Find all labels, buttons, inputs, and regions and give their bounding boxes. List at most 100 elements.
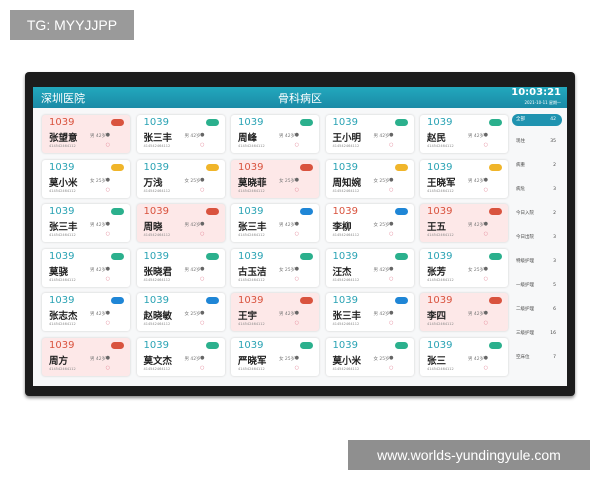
bed-card[interactable]: 1039 周方 男 42岁 414542464112 ● ○ [42, 337, 130, 376]
care-level-badge [300, 119, 313, 126]
patient-gender-age: 男 42岁 [373, 267, 390, 273]
nurse-icon: ○ [389, 142, 394, 148]
bed-card[interactable]: 1039 莫骁 男 42岁 414542464112 ● ○ [42, 248, 130, 287]
nurse-icon: ○ [200, 142, 205, 148]
patient-gender-age: 男 42岁 [184, 356, 201, 362]
nurse-icon: ○ [294, 364, 299, 371]
bed-card[interactable]: 1039 王宇 男 42岁 414542464112 ● ○ [231, 293, 319, 331]
bed-card[interactable]: 1039 赵民 男 42岁 414542464112 ● ○ [420, 115, 508, 153]
filter-item[interactable]: 全部 42 [512, 114, 562, 126]
bed-card[interactable]: 1039 王五 男 42岁 414542464112 ● ○ [420, 204, 508, 242]
patient-name: 张望意 [49, 133, 78, 144]
doctor-icon: ● [483, 265, 488, 272]
patient-name: 莫小米 [49, 177, 78, 189]
patient-gender-age: 女 25岁 [279, 356, 296, 362]
bed-card[interactable]: 1039 莫晓菲 女 25岁 414542464112 ● ○ [231, 159, 319, 198]
nurse-icon: ○ [105, 275, 110, 282]
filter-item[interactable]: 今日出院 3 [512, 232, 562, 256]
nurse-icon: ○ [105, 186, 110, 193]
filter-item[interactable]: 一级护理 5 [512, 280, 562, 304]
filter-count: 6 [553, 307, 556, 312]
bed-number: 1039 [238, 250, 264, 262]
patient-id: 414542464112 [332, 188, 360, 193]
patient-id: 414542464112 [427, 366, 454, 371]
bed-card[interactable]: 1039 张三丰 男 42岁 414542464112 ● ○ [325, 293, 414, 331]
nurse-icon: ○ [389, 231, 394, 237]
filter-item[interactable]: 病重 2 [512, 160, 562, 184]
bed-card[interactable]: 1039 张三丰 男 42岁 414542464112 ● ○ [42, 204, 130, 242]
nurse-icon: ○ [105, 142, 110, 148]
patient-id: 414542464112 [332, 322, 360, 326]
patient-gender-age: 女 25岁 [90, 178, 107, 184]
patient-id: 414542464112 [332, 366, 360, 371]
bed-card[interactable]: 1039 王晓军 男 42岁 414542464112 ● ○ [420, 159, 508, 198]
bed-card[interactable]: 1039 古玉洁 女 25岁 414542464112 ● ○ [231, 248, 319, 287]
date: 2021-10-11 星期一 [524, 100, 561, 105]
bed-card[interactable]: 1039 张晓君 男 42岁 414542464112 ● ○ [136, 248, 225, 287]
bed-card[interactable]: 1039 莫文杰 男 42岁 414542464112 ● ○ [136, 337, 225, 376]
filter-item[interactable]: 空床位 7 [512, 352, 562, 376]
nurse-icon: ○ [294, 275, 299, 282]
patient-gender-age: 女 25岁 [184, 312, 201, 317]
patient-id: 414542464112 [238, 144, 265, 148]
bed-card[interactable]: 1039 张望意 男 42岁 414542464112 ● ○ [42, 115, 130, 153]
bed-card[interactable]: 1039 莫小米 女 25岁 414542464112 ● ○ [325, 337, 414, 376]
doctor-icon: ● [294, 265, 299, 272]
doctor-icon: ● [483, 310, 488, 316]
care-level-badge [489, 208, 502, 215]
bed-card[interactable]: 1039 张芳 女 25岁 414542464112 ● ○ [420, 248, 508, 287]
patient-name: 张三丰 [49, 222, 78, 233]
filter-item[interactable]: 特级护理 3 [512, 256, 562, 280]
bed-card[interactable]: 1039 莫小米 女 25岁 414542464112 ● ○ [42, 159, 130, 198]
bed-number: 1039 [49, 161, 75, 173]
bed-card[interactable]: 1039 万浅 女 25岁 414542464112 ● ○ [136, 159, 225, 198]
bed-card[interactable]: 1039 周知婉 女 25岁 414542464112 ● ○ [325, 159, 414, 198]
patient-name: 李四 [427, 311, 447, 322]
bed-card[interactable]: 1039 张三丰 男 42岁 414542464112 ● ○ [136, 115, 225, 153]
bed-card[interactable]: 1039 张志杰 男 42岁 414542464112 ● ○ [42, 293, 130, 331]
bed-number: 1039 [143, 295, 169, 306]
patient-name: 周知婉 [332, 177, 362, 189]
bed-card[interactable]: 1039 王小明 男 42岁 414542464112 ● ○ [325, 115, 414, 153]
patient-name: 张芳 [427, 266, 447, 278]
bed-number: 1039 [332, 161, 358, 173]
filter-item[interactable]: 三级护理 16 [512, 328, 562, 352]
filter-item[interactable]: 现住 35 [512, 136, 562, 160]
nurse-icon: ○ [389, 275, 394, 282]
filter-item[interactable]: 病危 3 [512, 184, 562, 208]
bed-number: 1039 [238, 206, 264, 217]
nurse-icon: ○ [200, 275, 205, 282]
bed-number: 1039 [49, 250, 75, 262]
nurse-icon: ○ [105, 231, 110, 237]
care-level-badge [300, 163, 313, 171]
nurse-icon: ○ [294, 142, 299, 148]
bed-card[interactable]: 1039 周晓 男 42岁 414542464112 ● ○ [136, 204, 225, 242]
care-level-badge [394, 208, 408, 215]
filter-label: 今日出院 [516, 235, 534, 240]
doctor-icon: ● [389, 265, 394, 272]
bed-card[interactable]: 1039 严晓军 女 25岁 414542464112 ● ○ [231, 337, 319, 376]
patient-id: 414542464112 [332, 144, 360, 148]
filter-item[interactable]: 今日入院 2 [512, 208, 562, 232]
filter-count: 3 [553, 235, 556, 240]
bed-card[interactable]: 1039 赵晓敏 女 25岁 414542464112 ● ○ [136, 293, 225, 331]
patient-name: 莫文杰 [143, 355, 173, 367]
header: 深圳医院 骨科病区 10:03:21 2021-10-11 星期一 [33, 87, 567, 108]
patient-gender-age: 男 42岁 [90, 312, 107, 317]
bed-card[interactable]: 1039 李柳 女 25岁 414542464112 ● ○ [325, 204, 414, 242]
bed-card[interactable]: 1039 周峰 男 42岁 414542464112 ● ○ [231, 115, 319, 153]
filter-label: 现住 [516, 139, 525, 144]
bed-card[interactable]: 1039 张三 男 42岁 414542464112 ● ○ [420, 337, 508, 376]
bed-card[interactable]: 1039 张三丰 男 42岁 414542464112 ● ○ [231, 204, 319, 242]
bed-number: 1039 [332, 117, 358, 128]
patient-gender-age: 男 42岁 [468, 356, 485, 362]
care-level-badge [489, 297, 502, 304]
filter-item[interactable]: 二级护理 6 [512, 304, 562, 328]
care-level-badge [111, 119, 124, 126]
bed-card[interactable]: 1039 李四 男 42岁 414542464112 ● ○ [420, 293, 508, 331]
patient-name: 王晓军 [427, 177, 456, 189]
care-level-badge [111, 297, 124, 304]
filter-count: 7 [553, 355, 556, 360]
bed-card[interactable]: 1039 汪杰 男 42岁 414542464112 ● ○ [325, 248, 414, 287]
bed-number: 1039 [49, 117, 75, 128]
